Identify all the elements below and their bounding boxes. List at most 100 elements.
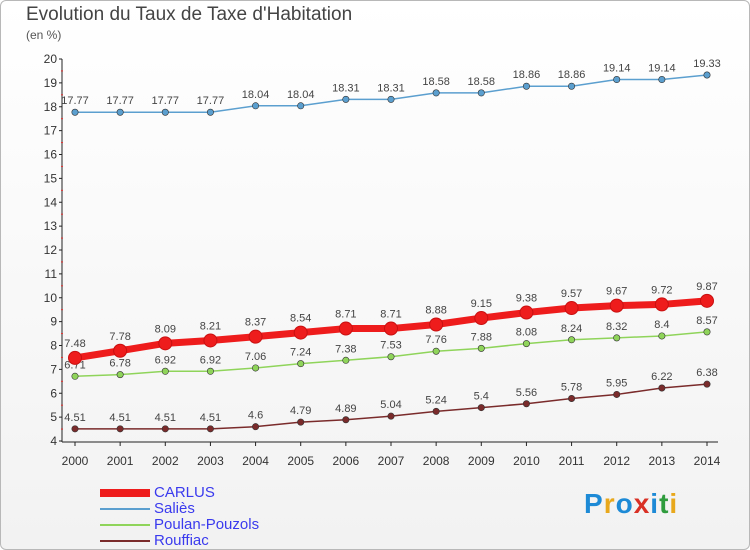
data-point-carlus bbox=[474, 311, 489, 326]
data-label-poulan-pouzols: 8.08 bbox=[516, 327, 537, 339]
data-point-poulan-pouzols bbox=[703, 328, 711, 336]
logo-letter: t bbox=[659, 488, 670, 519]
data-label-poulan-pouzols: 7.88 bbox=[471, 331, 492, 343]
data-point-rouffiac bbox=[477, 404, 485, 412]
x-tick-label: 2012 bbox=[603, 454, 630, 468]
legend-label: Saliès bbox=[154, 500, 195, 517]
data-point-rouffiac bbox=[342, 416, 350, 424]
data-label-sali-s: 17.77 bbox=[152, 95, 180, 107]
logo-letter: x bbox=[633, 488, 651, 519]
data-point-sali-s bbox=[252, 102, 260, 110]
data-point-poulan-pouzols bbox=[342, 356, 350, 364]
data-point-carlus bbox=[203, 333, 218, 348]
data-point-carlus bbox=[609, 298, 624, 313]
data-label-carlus: 9.72 bbox=[651, 284, 672, 296]
x-tick-label: 2014 bbox=[694, 454, 721, 468]
data-label-carlus: 9.38 bbox=[516, 293, 537, 305]
data-point-rouffiac bbox=[71, 425, 79, 433]
data-point-sali-s bbox=[387, 95, 395, 103]
data-point-sali-s bbox=[658, 76, 666, 84]
y-tick-label: 7 bbox=[50, 362, 57, 376]
data-point-carlus bbox=[158, 336, 173, 351]
legend-item: Poulan-Pouzols bbox=[100, 517, 259, 533]
y-tick-label: 20 bbox=[44, 52, 58, 66]
data-point-poulan-pouzols bbox=[432, 347, 440, 355]
data-point-carlus bbox=[519, 305, 534, 320]
data-point-rouffiac bbox=[252, 423, 260, 431]
data-label-poulan-pouzols: 8.24 bbox=[561, 323, 582, 335]
data-point-rouffiac bbox=[658, 384, 666, 392]
data-point-rouffiac bbox=[703, 380, 711, 388]
data-point-carlus bbox=[293, 325, 308, 340]
y-tick-label: 18 bbox=[44, 100, 58, 114]
data-label-carlus: 8.37 bbox=[245, 317, 266, 329]
data-label-sali-s: 18.04 bbox=[287, 89, 315, 101]
data-label-sali-s: 17.77 bbox=[106, 95, 134, 107]
data-label-rouffiac: 4.51 bbox=[64, 412, 85, 424]
data-label-poulan-pouzols: 6.92 bbox=[155, 354, 176, 366]
data-point-rouffiac bbox=[613, 390, 621, 398]
data-point-poulan-pouzols bbox=[613, 334, 621, 342]
data-label-carlus: 8.21 bbox=[200, 320, 221, 332]
data-label-sali-s: 19.14 bbox=[603, 63, 631, 75]
data-label-sali-s: 18.31 bbox=[332, 82, 360, 94]
data-point-poulan-pouzols bbox=[658, 332, 666, 340]
data-label-rouffiac: 4.51 bbox=[155, 412, 176, 424]
legend-swatch bbox=[100, 508, 150, 510]
data-label-sali-s: 18.86 bbox=[558, 69, 586, 81]
data-label-rouffiac: 5.78 bbox=[561, 382, 582, 394]
y-tick-label: 11 bbox=[45, 267, 58, 281]
data-point-carlus bbox=[248, 329, 263, 344]
data-label-carlus: 7.48 bbox=[64, 338, 85, 350]
logo-letter: P bbox=[584, 488, 604, 519]
data-label-poulan-pouzols: 8.32 bbox=[606, 321, 627, 333]
x-tick-label: 2007 bbox=[378, 454, 405, 468]
data-label-poulan-pouzols: 6.92 bbox=[200, 354, 221, 366]
data-label-rouffiac: 6.22 bbox=[651, 371, 672, 383]
data-label-carlus: 9.15 bbox=[471, 298, 492, 310]
x-tick-label: 2000 bbox=[62, 454, 89, 468]
data-label-poulan-pouzols: 8.4 bbox=[654, 319, 669, 331]
data-label-rouffiac: 5.04 bbox=[380, 399, 401, 411]
data-label-sali-s: 18.58 bbox=[422, 76, 450, 88]
data-point-sali-s bbox=[297, 102, 305, 110]
data-point-poulan-pouzols bbox=[568, 336, 576, 344]
data-label-carlus: 8.71 bbox=[335, 309, 356, 321]
data-point-rouffiac bbox=[297, 418, 305, 426]
data-point-sali-s bbox=[342, 95, 350, 103]
data-label-carlus: 7.78 bbox=[109, 331, 130, 343]
data-point-poulan-pouzols bbox=[477, 344, 485, 352]
data-label-rouffiac: 5.95 bbox=[606, 377, 627, 389]
data-label-rouffiac: 5.24 bbox=[425, 394, 446, 406]
data-label-carlus: 9.67 bbox=[606, 286, 627, 298]
data-point-sali-s bbox=[206, 108, 214, 116]
data-point-carlus bbox=[113, 343, 128, 358]
y-tick-label: 6 bbox=[50, 386, 57, 400]
legend-label: Poulan-Pouzols bbox=[154, 516, 260, 533]
x-tick-label: 2003 bbox=[197, 454, 224, 468]
data-label-poulan-pouzols: 7.76 bbox=[425, 334, 446, 346]
y-tick-label: 12 bbox=[44, 243, 58, 257]
data-point-carlus bbox=[700, 293, 714, 308]
x-tick-label: 2002 bbox=[152, 454, 179, 468]
x-tick-label: 2009 bbox=[468, 454, 495, 468]
data-point-sali-s bbox=[161, 108, 169, 116]
data-point-sali-s bbox=[522, 82, 530, 90]
x-tick-label: 2004 bbox=[242, 454, 269, 468]
legend-swatch bbox=[100, 524, 150, 526]
data-label-rouffiac: 4.51 bbox=[200, 412, 221, 424]
y-tick-label: 4 bbox=[50, 434, 57, 448]
data-label-rouffiac: 4.79 bbox=[290, 405, 311, 417]
data-point-sali-s bbox=[568, 82, 576, 90]
data-label-poulan-pouzols: 7.06 bbox=[245, 351, 266, 363]
y-tick-label: 15 bbox=[44, 171, 58, 185]
data-label-rouffiac: 4.89 bbox=[335, 403, 356, 415]
data-point-carlus bbox=[429, 317, 444, 332]
data-label-poulan-pouzols: 8.57 bbox=[696, 315, 717, 327]
data-point-poulan-pouzols bbox=[297, 360, 305, 368]
proxiti-logo: Proxiti bbox=[584, 488, 678, 520]
legend-label: Rouffiac bbox=[154, 532, 209, 549]
data-label-rouffiac: 4.51 bbox=[109, 412, 130, 424]
